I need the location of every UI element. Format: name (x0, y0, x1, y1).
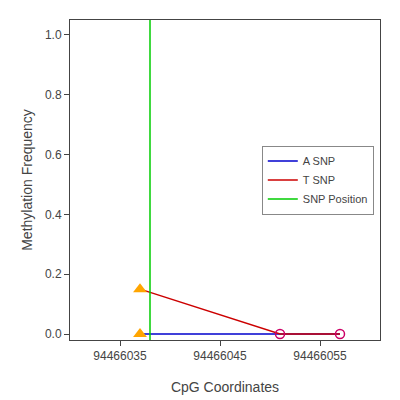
svg-text:0.0: 0.0 (45, 327, 62, 341)
svg-text:94466035: 94466035 (93, 349, 147, 363)
svg-text:0.2: 0.2 (45, 267, 62, 281)
svg-text:A SNP: A SNP (303, 155, 335, 167)
svg-text:1.0: 1.0 (45, 28, 62, 42)
svg-text:0.8: 0.8 (45, 88, 62, 102)
svg-text:T SNP: T SNP (303, 174, 335, 186)
svg-text:94466055: 94466055 (293, 349, 347, 363)
svg-text:94466045: 94466045 (193, 349, 247, 363)
svg-text:Methylation Frequency: Methylation Frequency (19, 109, 35, 251)
svg-text:0.4: 0.4 (45, 208, 62, 222)
svg-text:SNP Position: SNP Position (303, 193, 368, 205)
svg-text:0.6: 0.6 (45, 148, 62, 162)
svg-text:CpG Coordinates: CpG Coordinates (171, 379, 279, 395)
